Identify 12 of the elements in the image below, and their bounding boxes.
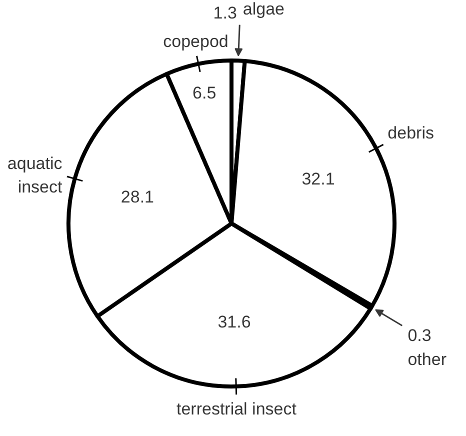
data-label: 1.3	[213, 3, 237, 22]
slice-label: terrestrial insect	[176, 399, 297, 418]
slice-label: aquatic insect	[7, 154, 63, 197]
slice-label: debris	[388, 123, 434, 142]
data-label: 6.5	[192, 84, 216, 103]
data-label: 0.3	[408, 326, 432, 345]
slice-label: copepod	[163, 32, 228, 52]
slice-label: algae	[242, 0, 285, 18]
data-label: 28.1	[120, 188, 154, 207]
data-label: 32.1	[302, 169, 335, 188]
slice-label: other	[408, 350, 447, 369]
data-label: 31.6	[218, 312, 251, 332]
